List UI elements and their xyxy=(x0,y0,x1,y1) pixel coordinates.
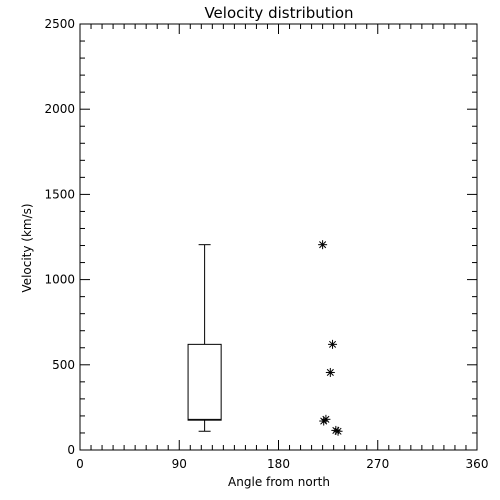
y-tick-label: 1500 xyxy=(44,187,75,201)
y-tick-label: 500 xyxy=(52,358,75,372)
box-iqr xyxy=(187,343,222,421)
x-tick-label: 270 xyxy=(366,457,389,471)
y-tick-label: 1000 xyxy=(44,273,75,287)
scatter-points xyxy=(318,240,343,436)
x-tick-label: 180 xyxy=(267,457,290,471)
data-point xyxy=(318,240,328,250)
x-tick-label: 360 xyxy=(466,457,489,471)
plot-frame xyxy=(79,23,478,451)
y-axis-label: Velocity (km/s) xyxy=(20,203,34,292)
x-tick-label: 0 xyxy=(76,457,84,471)
box-plot xyxy=(187,244,222,432)
y-tick-label: 2500 xyxy=(44,17,75,31)
axis-ticks: 0 90 180 270 360 0 500 1000 1500 2000 2500 xyxy=(44,17,488,471)
y-tick-label: 0 xyxy=(67,443,75,457)
data-point xyxy=(333,426,343,436)
data-point xyxy=(325,367,335,377)
data-point xyxy=(328,339,338,349)
y-tick-label: 2000 xyxy=(44,102,75,116)
x-tick-label: 90 xyxy=(172,457,187,471)
chart-title: Velocity distribution xyxy=(204,4,353,22)
data-point xyxy=(319,416,329,426)
x-axis-label: Angle from north xyxy=(228,475,330,489)
